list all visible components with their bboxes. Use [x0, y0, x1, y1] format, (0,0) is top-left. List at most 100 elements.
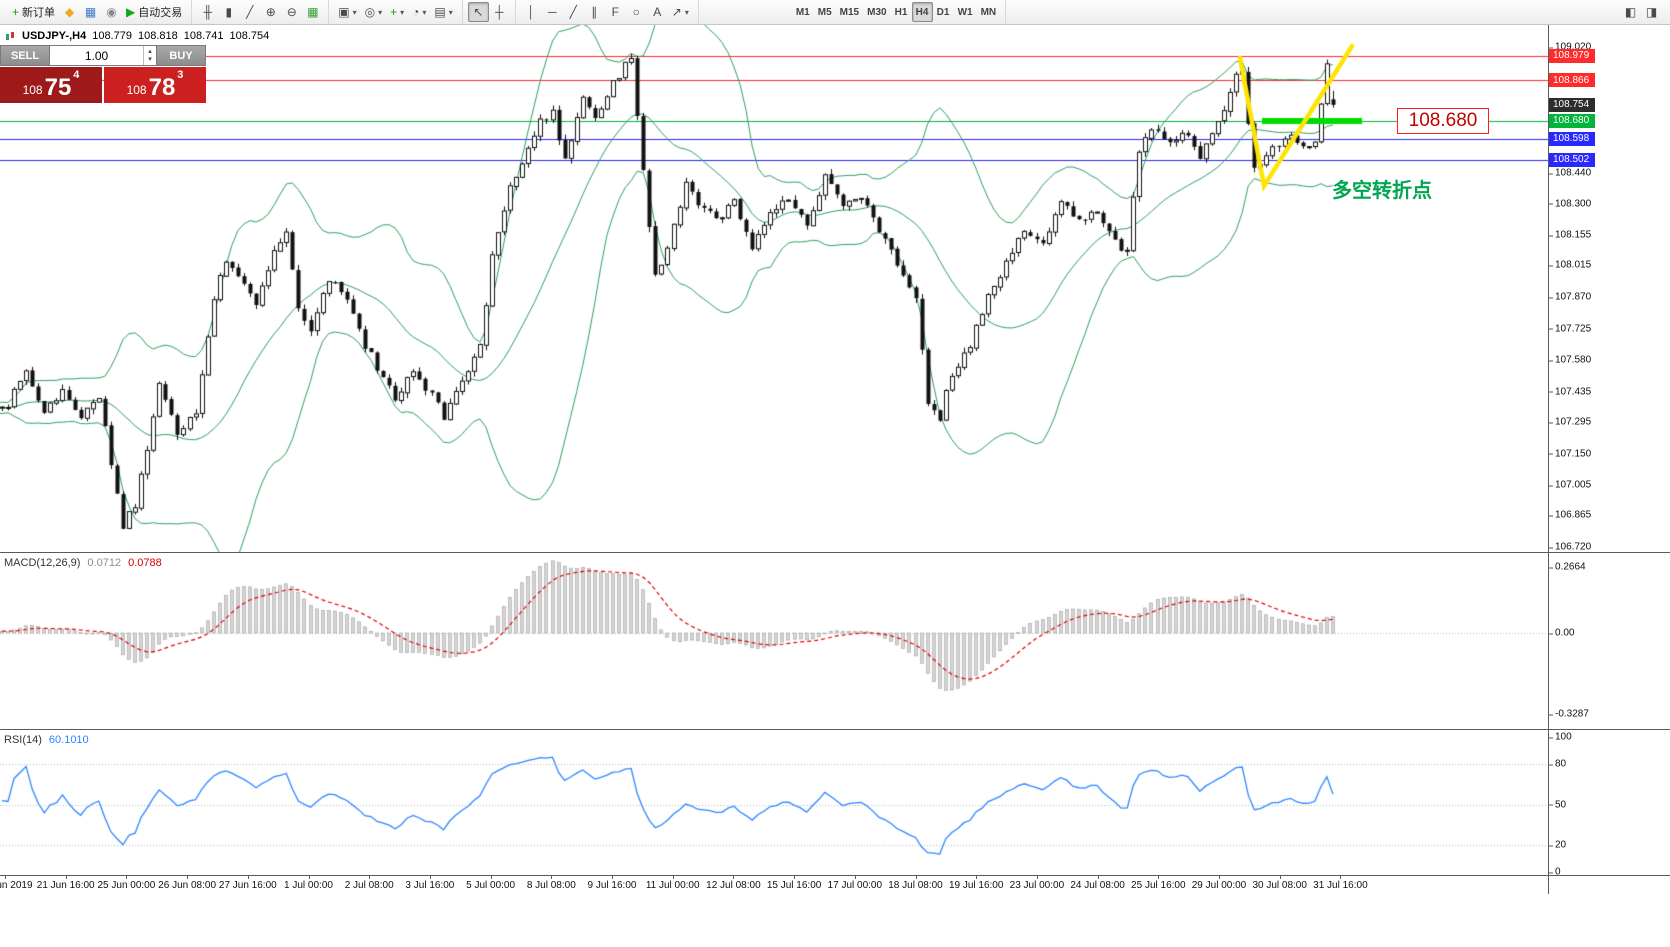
toolbar-group-objects: │ ─ ╱ ∥ F ○ A ↗ ▾: [516, 0, 699, 24]
macd-panel-splitter[interactable]: [0, 552, 1670, 553]
macd-panel-canvas[interactable]: [0, 553, 1548, 729]
shapes-tool[interactable]: ○: [626, 2, 647, 22]
tf-m1-button[interactable]: M1: [792, 2, 814, 22]
symbol-name: USDJPY-,H4: [22, 30, 87, 42]
new-order-button[interactable]: + 新订单: [8, 2, 59, 22]
tf-w1-button[interactable]: W1: [954, 2, 977, 22]
rsi-panel-canvas[interactable]: [0, 730, 1548, 875]
sell-price-display[interactable]: 108 75 4: [0, 67, 102, 103]
price-axis-label: 107.870: [1548, 291, 1592, 303]
price-annotation-box[interactable]: 108.680: [1397, 108, 1489, 134]
arrows-icon: ↗: [671, 5, 682, 19]
auto-scroll-button[interactable]: ◨: [1641, 2, 1662, 22]
profiles-icon: ◎: [364, 5, 376, 19]
tf-m30-button[interactable]: M30: [863, 2, 890, 22]
chart-shift-icon: ◧: [1624, 5, 1637, 19]
time-axis-tick: [1340, 876, 1342, 879]
rsi-axis-label: 80: [1548, 758, 1567, 770]
candlestick-mode-button[interactable]: ▮: [218, 2, 239, 22]
buy-button-label: BUY: [169, 49, 193, 62]
spinner-up-icon[interactable]: ▴: [148, 47, 152, 55]
time-axis-tick: [1097, 876, 1099, 879]
crosshair-button[interactable]: ┼: [489, 2, 510, 22]
tf-m5-button[interactable]: M5: [814, 2, 836, 22]
data-window-button[interactable]: ▦: [80, 2, 101, 22]
spinner-down-icon[interactable]: ▾: [148, 55, 152, 63]
time-axis-tick: [1158, 876, 1160, 879]
sell-button[interactable]: SELL: [0, 45, 50, 66]
trendline-tool[interactable]: ╱: [563, 2, 584, 22]
price-axis-label: 107.295: [1548, 416, 1592, 428]
main-chart-canvas[interactable]: [0, 25, 1548, 552]
tf-m15-button[interactable]: M15: [836, 2, 863, 22]
hline-price-badge: 108.680: [1549, 113, 1595, 128]
rsi-value: 60.1010: [48, 734, 89, 746]
navigator-button[interactable]: ◉: [101, 2, 122, 22]
time-axis-label: 11 Jul 00:00: [645, 880, 700, 891]
sell-price-sup: 4: [73, 69, 80, 81]
chart-shift-button[interactable]: ◧: [1620, 2, 1641, 22]
market-watch-button[interactable]: ◆: [59, 2, 80, 22]
templates-button[interactable]: ▤ ▾: [430, 2, 456, 22]
channel-tool[interactable]: ∥: [584, 2, 605, 22]
tf-d1-button[interactable]: D1: [933, 2, 954, 22]
bar-chart-mode-icon: ╫: [203, 5, 212, 19]
arrows-tool[interactable]: ↗ ▾: [668, 2, 693, 22]
tile-windows-icon: ▦: [307, 5, 319, 19]
line-chart-mode-button[interactable]: ╱: [239, 2, 260, 22]
price-axis-label: 107.005: [1548, 479, 1592, 491]
tf-h4-button[interactable]: H4: [911, 2, 933, 22]
new-order-icon: +: [12, 5, 20, 19]
tile-windows-button[interactable]: ▦: [302, 2, 323, 22]
zoom-in-button[interactable]: ⊕: [260, 2, 281, 22]
time-axis-border: [0, 875, 1670, 876]
buy-button[interactable]: BUY: [156, 45, 206, 66]
time-axis-tick: [672, 876, 674, 879]
trendline-icon: ╱: [569, 5, 577, 19]
indicators-button[interactable]: + ▾: [386, 2, 408, 22]
buy-price-display[interactable]: 108 78 3: [104, 67, 206, 103]
price-axis-label: 106.720: [1548, 541, 1592, 553]
tf-mn-button[interactable]: MN: [977, 2, 1001, 22]
time-axis-label: 27 Jun 16:00: [218, 880, 277, 891]
time-axis-label: 5 Jul 00:00: [466, 880, 516, 891]
turning-point-note[interactable]: 多空转折点: [1332, 180, 1432, 202]
cursor-icon: ↖: [473, 5, 484, 19]
time-axis-label: 12 Jul 08:00: [706, 880, 761, 891]
time-axis-tick: [5, 876, 6, 879]
rsi-panel-splitter[interactable]: [0, 729, 1670, 730]
time-axis-label: 9 Jul 16:00: [587, 880, 637, 891]
bar-chart-mode-button[interactable]: ╫: [197, 2, 218, 22]
toolbar-group-timeframes: M1 M5 M15 M30 H1 H4 D1 W1 MN: [787, 0, 1007, 24]
hline-price-badge: 108.979: [1549, 48, 1595, 63]
tf-h1-button[interactable]: H1: [891, 2, 912, 22]
lot-size-field[interactable]: 1.00 ▴ ▾: [50, 45, 156, 66]
sell-button-label: SELL: [10, 49, 40, 62]
profiles-button[interactable]: ◎ ▾: [361, 2, 387, 22]
time-axis-tick: [490, 876, 492, 879]
time-axis-tick: [429, 876, 431, 879]
price-axis[interactable]: 109.020 108.440 108.300 108.155 108.015 107.8…: [1548, 25, 1670, 894]
dropdown-arrow-icon: ▾: [352, 7, 357, 17]
lot-size-value[interactable]: 1.00: [84, 48, 109, 63]
periods-button[interactable]: ◔ ▾: [408, 2, 430, 22]
rsi-axis-label: 50: [1548, 799, 1567, 810]
ohlc-high: 108.818: [137, 30, 178, 42]
auto-trading-button[interactable]: ▶ 自动交易: [122, 2, 186, 22]
auto-trading-icon: ▶: [126, 5, 136, 19]
rsi-axis-label: 100: [1549, 731, 1572, 743]
hline-price-badge: 108.598: [1549, 131, 1595, 146]
zoom-out-button[interactable]: ⊖: [281, 2, 302, 22]
lot-spinner[interactable]: ▴ ▾: [143, 46, 156, 65]
tf-h1-label: H1: [894, 6, 908, 18]
tf-w1-label: W1: [957, 6, 973, 18]
vertical-line-tool[interactable]: │: [521, 2, 542, 22]
text-tool[interactable]: A: [647, 2, 668, 22]
fibonacci-tool[interactable]: F: [605, 2, 626, 22]
horizontal-line-tool[interactable]: ─: [542, 2, 563, 22]
time-axis-label: 21 Jun 16:00: [36, 880, 95, 891]
cursor-button[interactable]: ↖: [467, 2, 489, 22]
zoom-out-icon: ⊖: [286, 5, 297, 19]
new-chart-button[interactable]: ▣ ▾: [334, 2, 360, 22]
